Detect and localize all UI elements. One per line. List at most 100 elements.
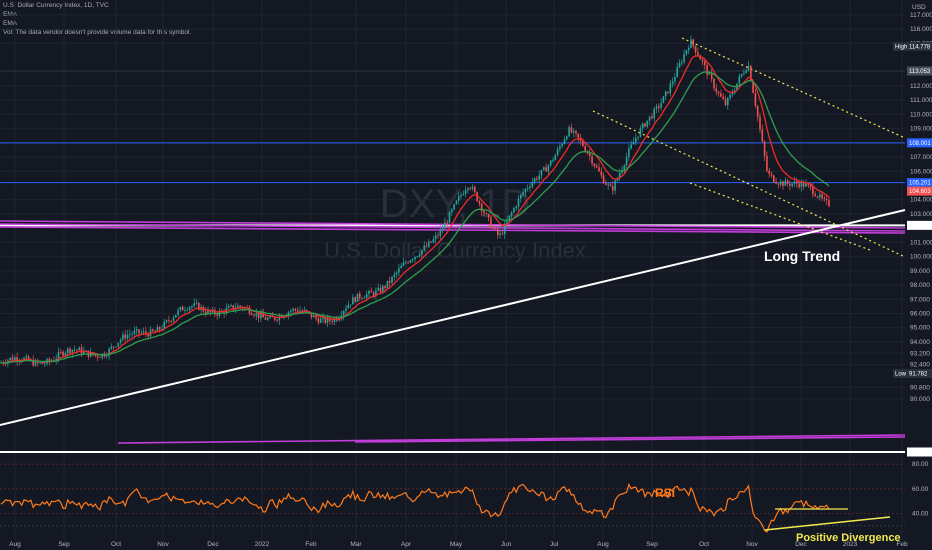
- price-tick-label: 92.400: [910, 362, 930, 369]
- candle-body: [756, 105, 759, 117]
- price-badge-tag: [893, 41, 907, 51]
- candle-body: [48, 359, 51, 362]
- price-badge-label: 108.001: [909, 141, 931, 147]
- candle-body: [529, 186, 531, 189]
- candle-body: [165, 320, 168, 323]
- candle-body: [331, 320, 333, 323]
- price-tick-label: 107.000: [910, 154, 932, 161]
- candle-body: [361, 298, 363, 299]
- candle-body: [193, 303, 195, 306]
- candle-body: [708, 73, 711, 75]
- candle-body: [352, 297, 354, 305]
- candle-body: [372, 292, 375, 296]
- candle-body: [646, 120, 649, 127]
- magenta-line: [0, 223, 906, 232]
- candle-body: [163, 322, 166, 329]
- candle-body: [354, 297, 356, 302]
- candle-body: [602, 175, 605, 184]
- candle-body: [704, 61, 706, 65]
- time-tick-label: Mar: [350, 541, 362, 548]
- candle-body: [188, 307, 191, 310]
- candle-body: [421, 249, 423, 255]
- candle-body: [418, 254, 421, 257]
- time-tick-label: Feb: [896, 541, 908, 548]
- candle-body: [552, 160, 554, 162]
- legend-symbol[interactable]: U.S. Dollar Currency Index, 1D, TVC: [3, 2, 109, 9]
- candle-body: [819, 194, 821, 198]
- candle-body: [405, 262, 407, 264]
- candle-body: [632, 141, 635, 145]
- candle-body: [131, 333, 133, 335]
- candle-body: [464, 190, 467, 194]
- candle-body: [255, 313, 258, 316]
- candle-body: [809, 185, 812, 188]
- candle-body: [23, 357, 25, 361]
- candle-body: [55, 358, 57, 361]
- candle-body: [260, 313, 262, 319]
- price-tick-label: 101.000: [910, 239, 932, 246]
- candle-body: [4, 363, 7, 365]
- candle-body: [745, 70, 747, 73]
- candle-body: [122, 334, 124, 340]
- time-tick-label: Dec: [207, 541, 219, 548]
- candle-body: [490, 217, 492, 228]
- candle-body: [363, 297, 366, 299]
- candle-body: [694, 45, 697, 53]
- candle-body: [777, 183, 780, 185]
- time-tick-label: Oct: [699, 541, 709, 548]
- price-tick-label: 90.800: [910, 384, 930, 391]
- candle-body: [453, 204, 455, 210]
- legend-ema-2[interactable]: EMA: [3, 20, 18, 27]
- candle-body: [425, 245, 428, 247]
- price-badge-label: 86.26: [909, 450, 925, 456]
- candle-body: [494, 227, 497, 229]
- candle-body: [25, 356, 28, 358]
- candle-body: [506, 220, 508, 224]
- candle-body: [685, 50, 688, 54]
- candle-body: [124, 334, 126, 339]
- candle-body: [262, 313, 264, 318]
- candle-body: [540, 169, 543, 176]
- candle-body: [14, 357, 16, 361]
- candle-body: [446, 222, 448, 224]
- price-tick-label: 90.000: [910, 396, 930, 403]
- candle-body: [779, 181, 782, 185]
- candle-body: [349, 304, 352, 306]
- candle-body: [313, 315, 315, 318]
- candle-body: [768, 170, 770, 174]
- time-axis[interactable]: Aug Sep Oct Nov Dec 2022 Feb Mar Apr May Jun Jul Aug…: [9, 541, 908, 548]
- candle-body: [531, 182, 534, 187]
- candle-body: [676, 67, 678, 78]
- time-tick-label: Nov: [157, 541, 169, 548]
- price-tick-label: 117.000: [910, 12, 932, 19]
- candle-body: [407, 262, 409, 264]
- grid: [0, 0, 905, 540]
- candle-body: [448, 212, 451, 223]
- candle-body: [101, 353, 103, 358]
- candle-body: [556, 149, 559, 156]
- candle-body: [342, 311, 345, 316]
- price-tick-label: 100.000: [910, 254, 932, 261]
- candle-body: [398, 268, 400, 273]
- candle-body: [618, 173, 621, 179]
- trend-lines[interactable]: [0, 209, 906, 426]
- candle-body: [648, 116, 651, 121]
- candle-body: [377, 287, 379, 291]
- candle-body: [175, 314, 177, 318]
- candle-body: [547, 165, 550, 172]
- candle-body: [375, 290, 377, 296]
- time-tick-label: Oct: [111, 541, 121, 548]
- price-tick-label: 116.000: [910, 26, 932, 33]
- candle-body: [11, 357, 14, 361]
- candle-body: [720, 93, 722, 97]
- candle-body: [612, 186, 614, 191]
- candle-body: [129, 334, 131, 335]
- price-badge: [907, 178, 932, 188]
- candle-body: [457, 196, 460, 201]
- candle-body: [674, 77, 676, 82]
- candle-body: [784, 180, 787, 186]
- price-badge-label: 114.778: [909, 44, 931, 50]
- channel-lines[interactable]: [592, 37, 906, 258]
- candle-body: [460, 194, 462, 197]
